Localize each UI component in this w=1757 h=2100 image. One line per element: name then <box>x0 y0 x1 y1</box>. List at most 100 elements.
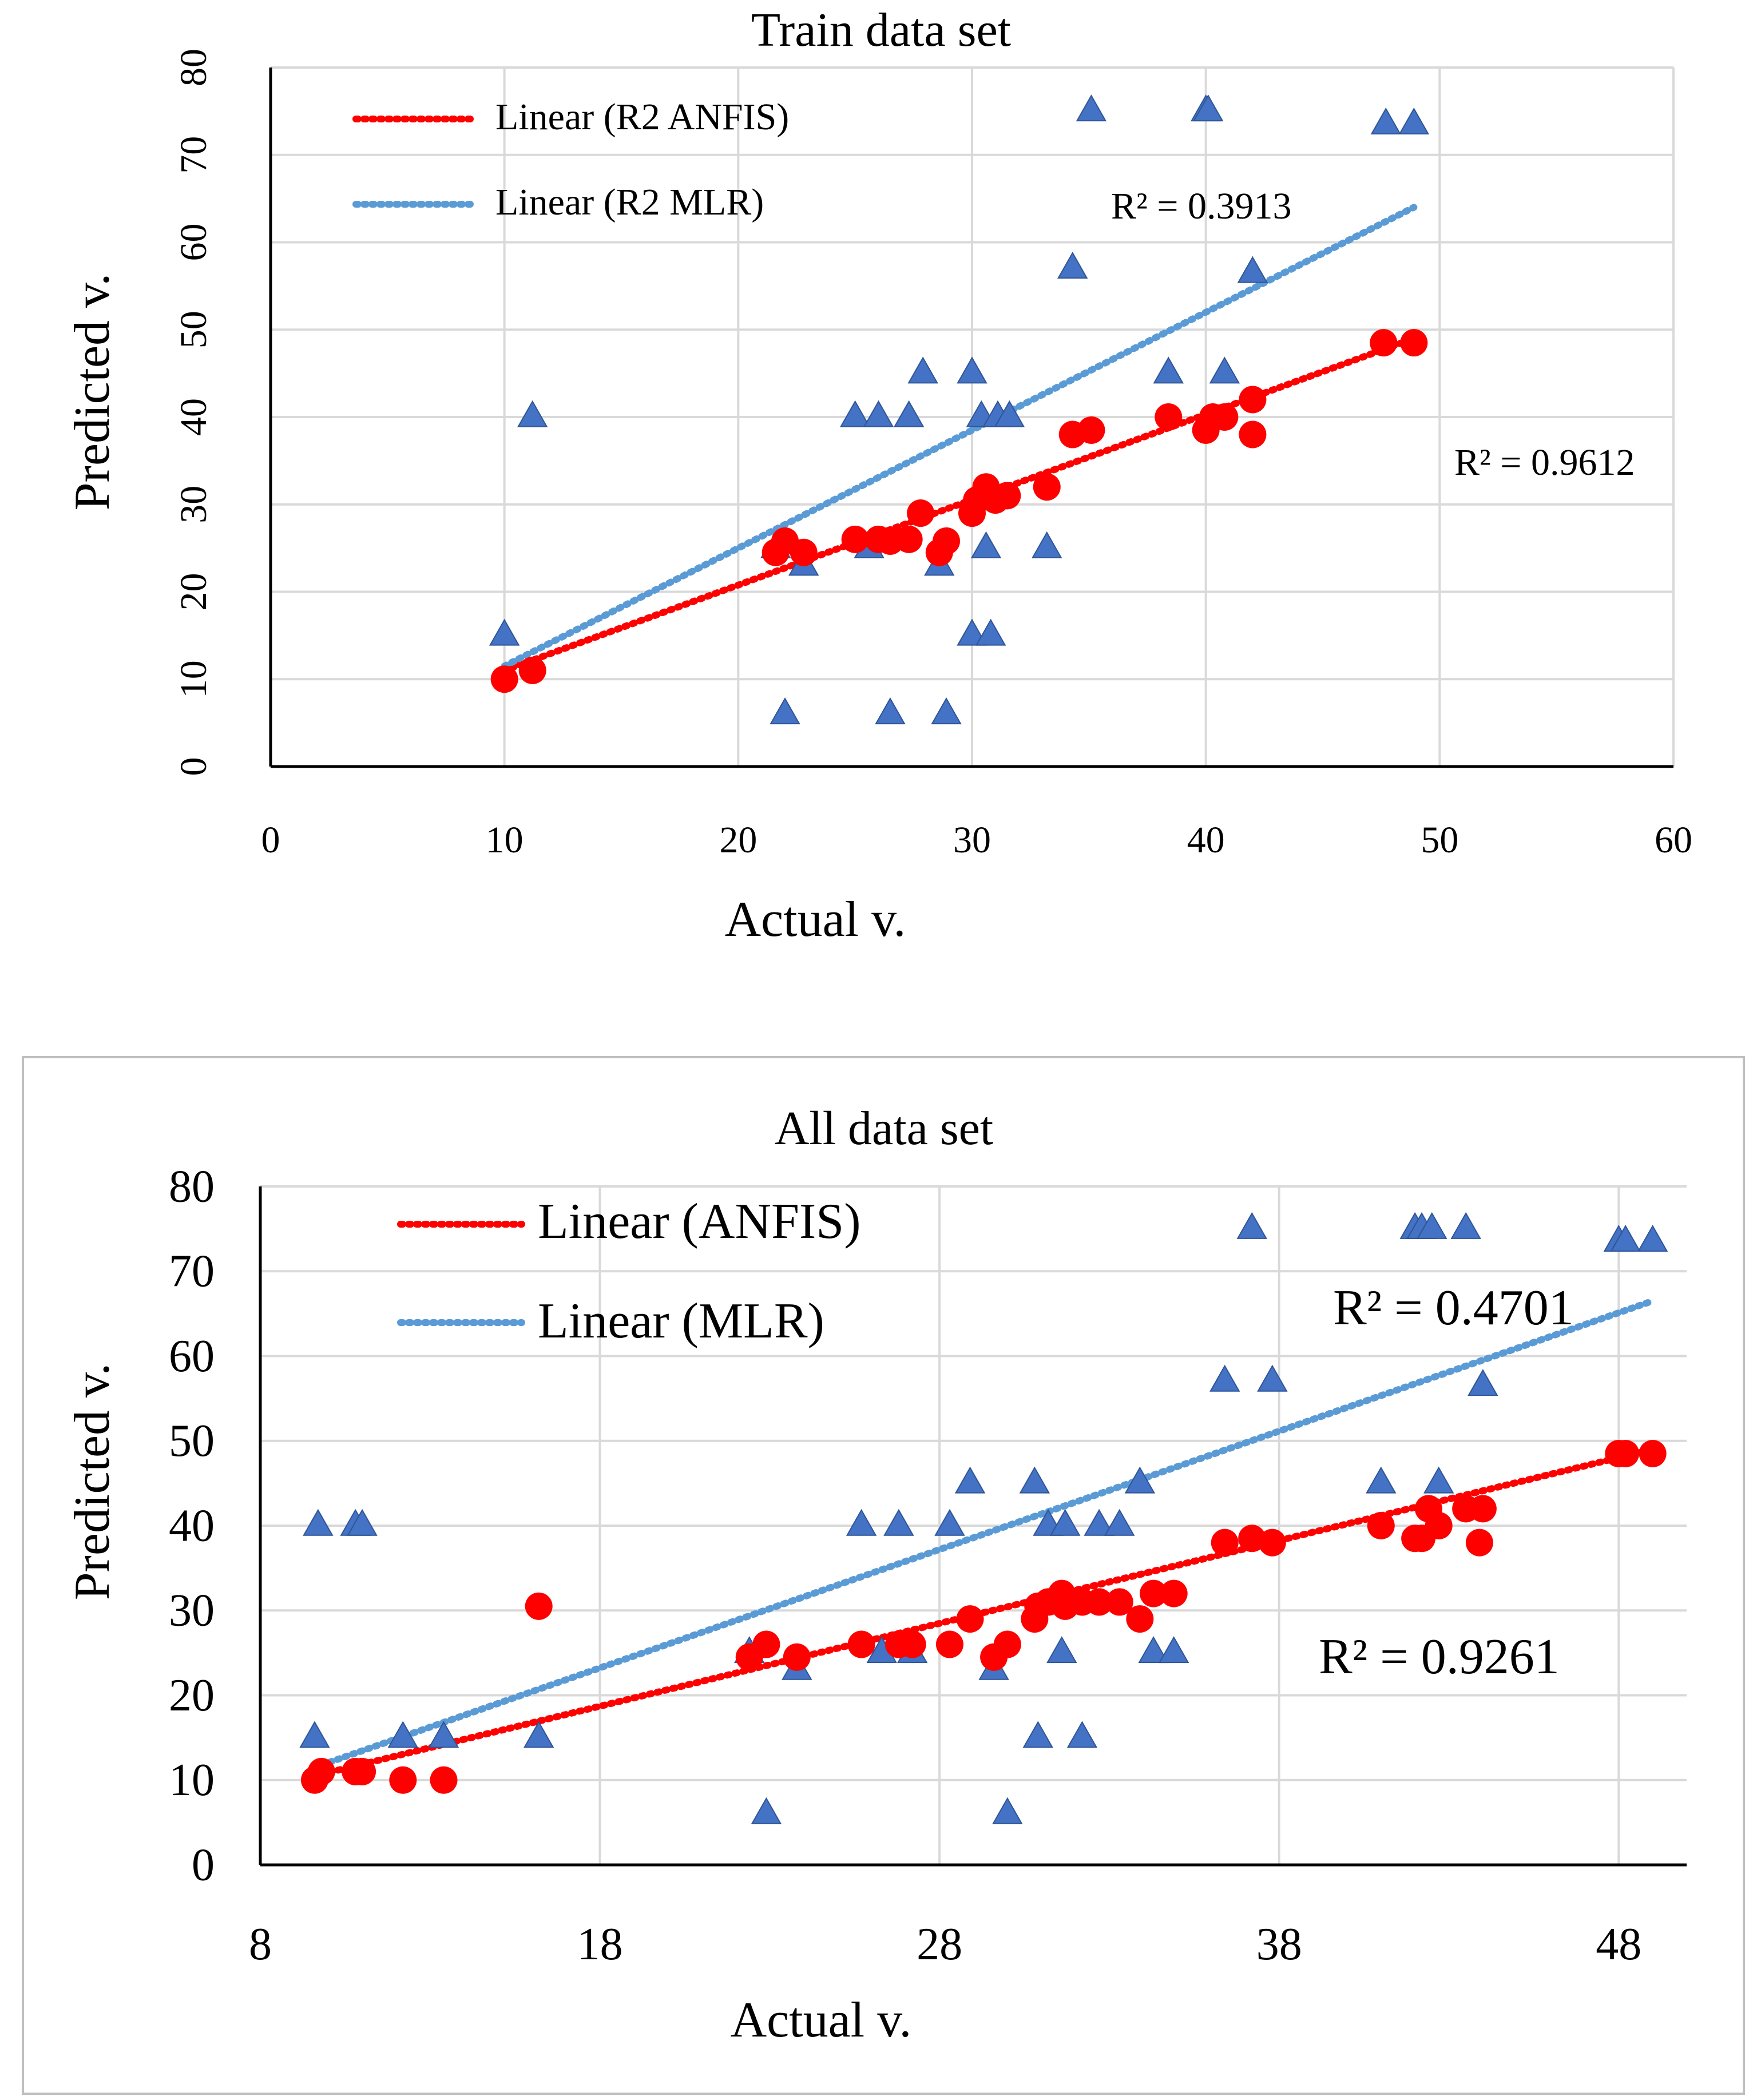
data-point-mlr <box>1423 1466 1454 1494</box>
data-point-mlr <box>975 618 1006 646</box>
data-point-anfis <box>841 525 869 553</box>
data-point-mlr <box>1209 1364 1240 1392</box>
chart-2-title: All data set <box>775 1102 994 1155</box>
y-tick-label: 10 <box>173 660 215 698</box>
chart-2-points <box>299 1212 1668 1824</box>
data-point-anfis <box>1400 329 1428 357</box>
data-point-mlr <box>883 1508 914 1536</box>
y-tick-label: 70 <box>169 1246 215 1297</box>
data-point-mlr <box>992 1797 1023 1824</box>
x-tick-label: 40 <box>1187 819 1225 861</box>
data-point-mlr <box>1046 1636 1077 1664</box>
legend-anfis-label: Linear (R2 ANFIS) <box>495 96 789 138</box>
data-point-anfis <box>1425 1512 1453 1539</box>
data-point-anfis <box>1085 1588 1113 1616</box>
x-tick-label: 38 <box>1256 1919 1302 1970</box>
data-point-mlr <box>770 697 800 725</box>
data-point-anfis <box>956 1605 984 1633</box>
data-point-anfis <box>525 1592 553 1620</box>
legend-mlr-label: Linear (MLR) <box>538 1293 824 1349</box>
data-point-mlr <box>1257 1364 1288 1392</box>
chart-2-frame <box>22 1056 1745 2095</box>
data-point-anfis <box>1367 1512 1395 1539</box>
data-point-mlr <box>1237 256 1268 283</box>
data-point-mlr <box>957 356 987 384</box>
data-point-mlr <box>1209 356 1240 384</box>
chart-train: Train data set 0 10 20 30 40 50 60 70 80 0 10 20 30 4… <box>65 3 1692 947</box>
data-point-mlr <box>303 1508 334 1536</box>
data-point-mlr <box>299 1721 330 1748</box>
x-tick-label: 18 <box>577 1919 623 1970</box>
data-point-mlr <box>1637 1225 1668 1252</box>
chart-2-ticks: 0 10 20 30 40 50 60 70 80 8 18 28 38 48 <box>169 1161 1641 1970</box>
trendline-mlr <box>311 1297 1656 1771</box>
x-tick-label: 20 <box>719 819 757 861</box>
data-point-mlr <box>875 697 906 725</box>
chart-1-axes <box>269 68 1673 768</box>
data-point-anfis <box>348 1757 376 1785</box>
data-point-mlr <box>1022 1721 1053 1748</box>
data-point-mlr <box>387 1721 419 1748</box>
data-point-mlr <box>907 356 938 384</box>
x-tick-label: 60 <box>1655 819 1692 861</box>
data-point-mlr <box>1084 1508 1115 1536</box>
data-point-mlr <box>751 1797 782 1824</box>
data-point-anfis <box>1126 1605 1154 1633</box>
data-point-mlr <box>863 400 894 427</box>
data-point-anfis <box>1033 473 1061 501</box>
data-point-anfis <box>389 1766 417 1794</box>
chart-1-legend: Linear (R2 ANFIS) Linear (R2 MLR) <box>352 96 789 223</box>
data-point-anfis <box>993 482 1021 510</box>
data-point-anfis <box>430 1766 458 1794</box>
x-tick-label: 50 <box>1421 819 1458 861</box>
chart-1-points <box>489 94 1430 725</box>
y-tick-label: 30 <box>173 486 215 523</box>
data-point-anfis <box>1077 416 1105 444</box>
data-point-mlr <box>428 1721 459 1748</box>
data-point-anfis <box>1370 329 1398 357</box>
data-point-mlr <box>1398 107 1430 135</box>
data-point-mlr <box>1050 1508 1081 1536</box>
chart-2-xlabel: Actual v. <box>731 1992 912 2048</box>
y-tick-label: 0 <box>173 757 215 776</box>
y-tick-label: 30 <box>169 1586 215 1636</box>
data-point-mlr <box>970 531 1002 558</box>
chart-1-grid <box>271 66 1675 767</box>
data-point-mlr <box>931 697 962 725</box>
data-point-mlr <box>1366 1466 1397 1494</box>
data-point-mlr <box>934 1508 965 1536</box>
data-point-anfis <box>895 525 923 553</box>
data-point-anfis <box>1211 403 1239 431</box>
chart-1-trendlines <box>501 204 1418 674</box>
x-tick-label: 8 <box>249 1919 272 1970</box>
data-point-mlr <box>517 400 548 427</box>
data-point-anfis <box>907 499 935 527</box>
trendline-mlr <box>501 204 1418 670</box>
data-point-mlr <box>1124 1466 1156 1494</box>
data-point-anfis <box>1155 403 1183 431</box>
trendline-anfis <box>311 1446 1656 1780</box>
chart-2-axes <box>259 1186 1687 1867</box>
data-point-mlr <box>1153 356 1184 384</box>
data-point-mlr <box>489 618 520 646</box>
chart-1-ticks: 0 10 20 30 40 50 60 70 80 0 10 20 30 40 50 60 <box>173 49 1692 861</box>
data-point-mlr <box>1104 1508 1135 1536</box>
y-tick-label: 20 <box>169 1670 215 1721</box>
chart-2-r2-mlr: R² = 0.4701 <box>1333 1280 1574 1336</box>
data-point-anfis <box>1105 1588 1133 1616</box>
data-point-anfis <box>847 1630 875 1658</box>
data-point-mlr <box>1076 94 1107 122</box>
data-point-mlr <box>957 618 987 646</box>
y-tick-label: 60 <box>173 224 215 261</box>
data-point-mlr <box>523 1721 554 1748</box>
data-point-mlr <box>1193 94 1224 122</box>
data-point-anfis <box>307 1757 335 1785</box>
data-point-mlr <box>1450 1212 1481 1239</box>
y-tick-label: 50 <box>173 311 215 348</box>
chart-2-r2-anfis: R² = 0.9261 <box>1319 1629 1560 1685</box>
data-point-anfis <box>1140 1579 1168 1607</box>
data-point-mlr <box>954 1466 986 1494</box>
data-point-anfis <box>1239 420 1267 448</box>
y-tick-label: 0 <box>192 1840 215 1890</box>
